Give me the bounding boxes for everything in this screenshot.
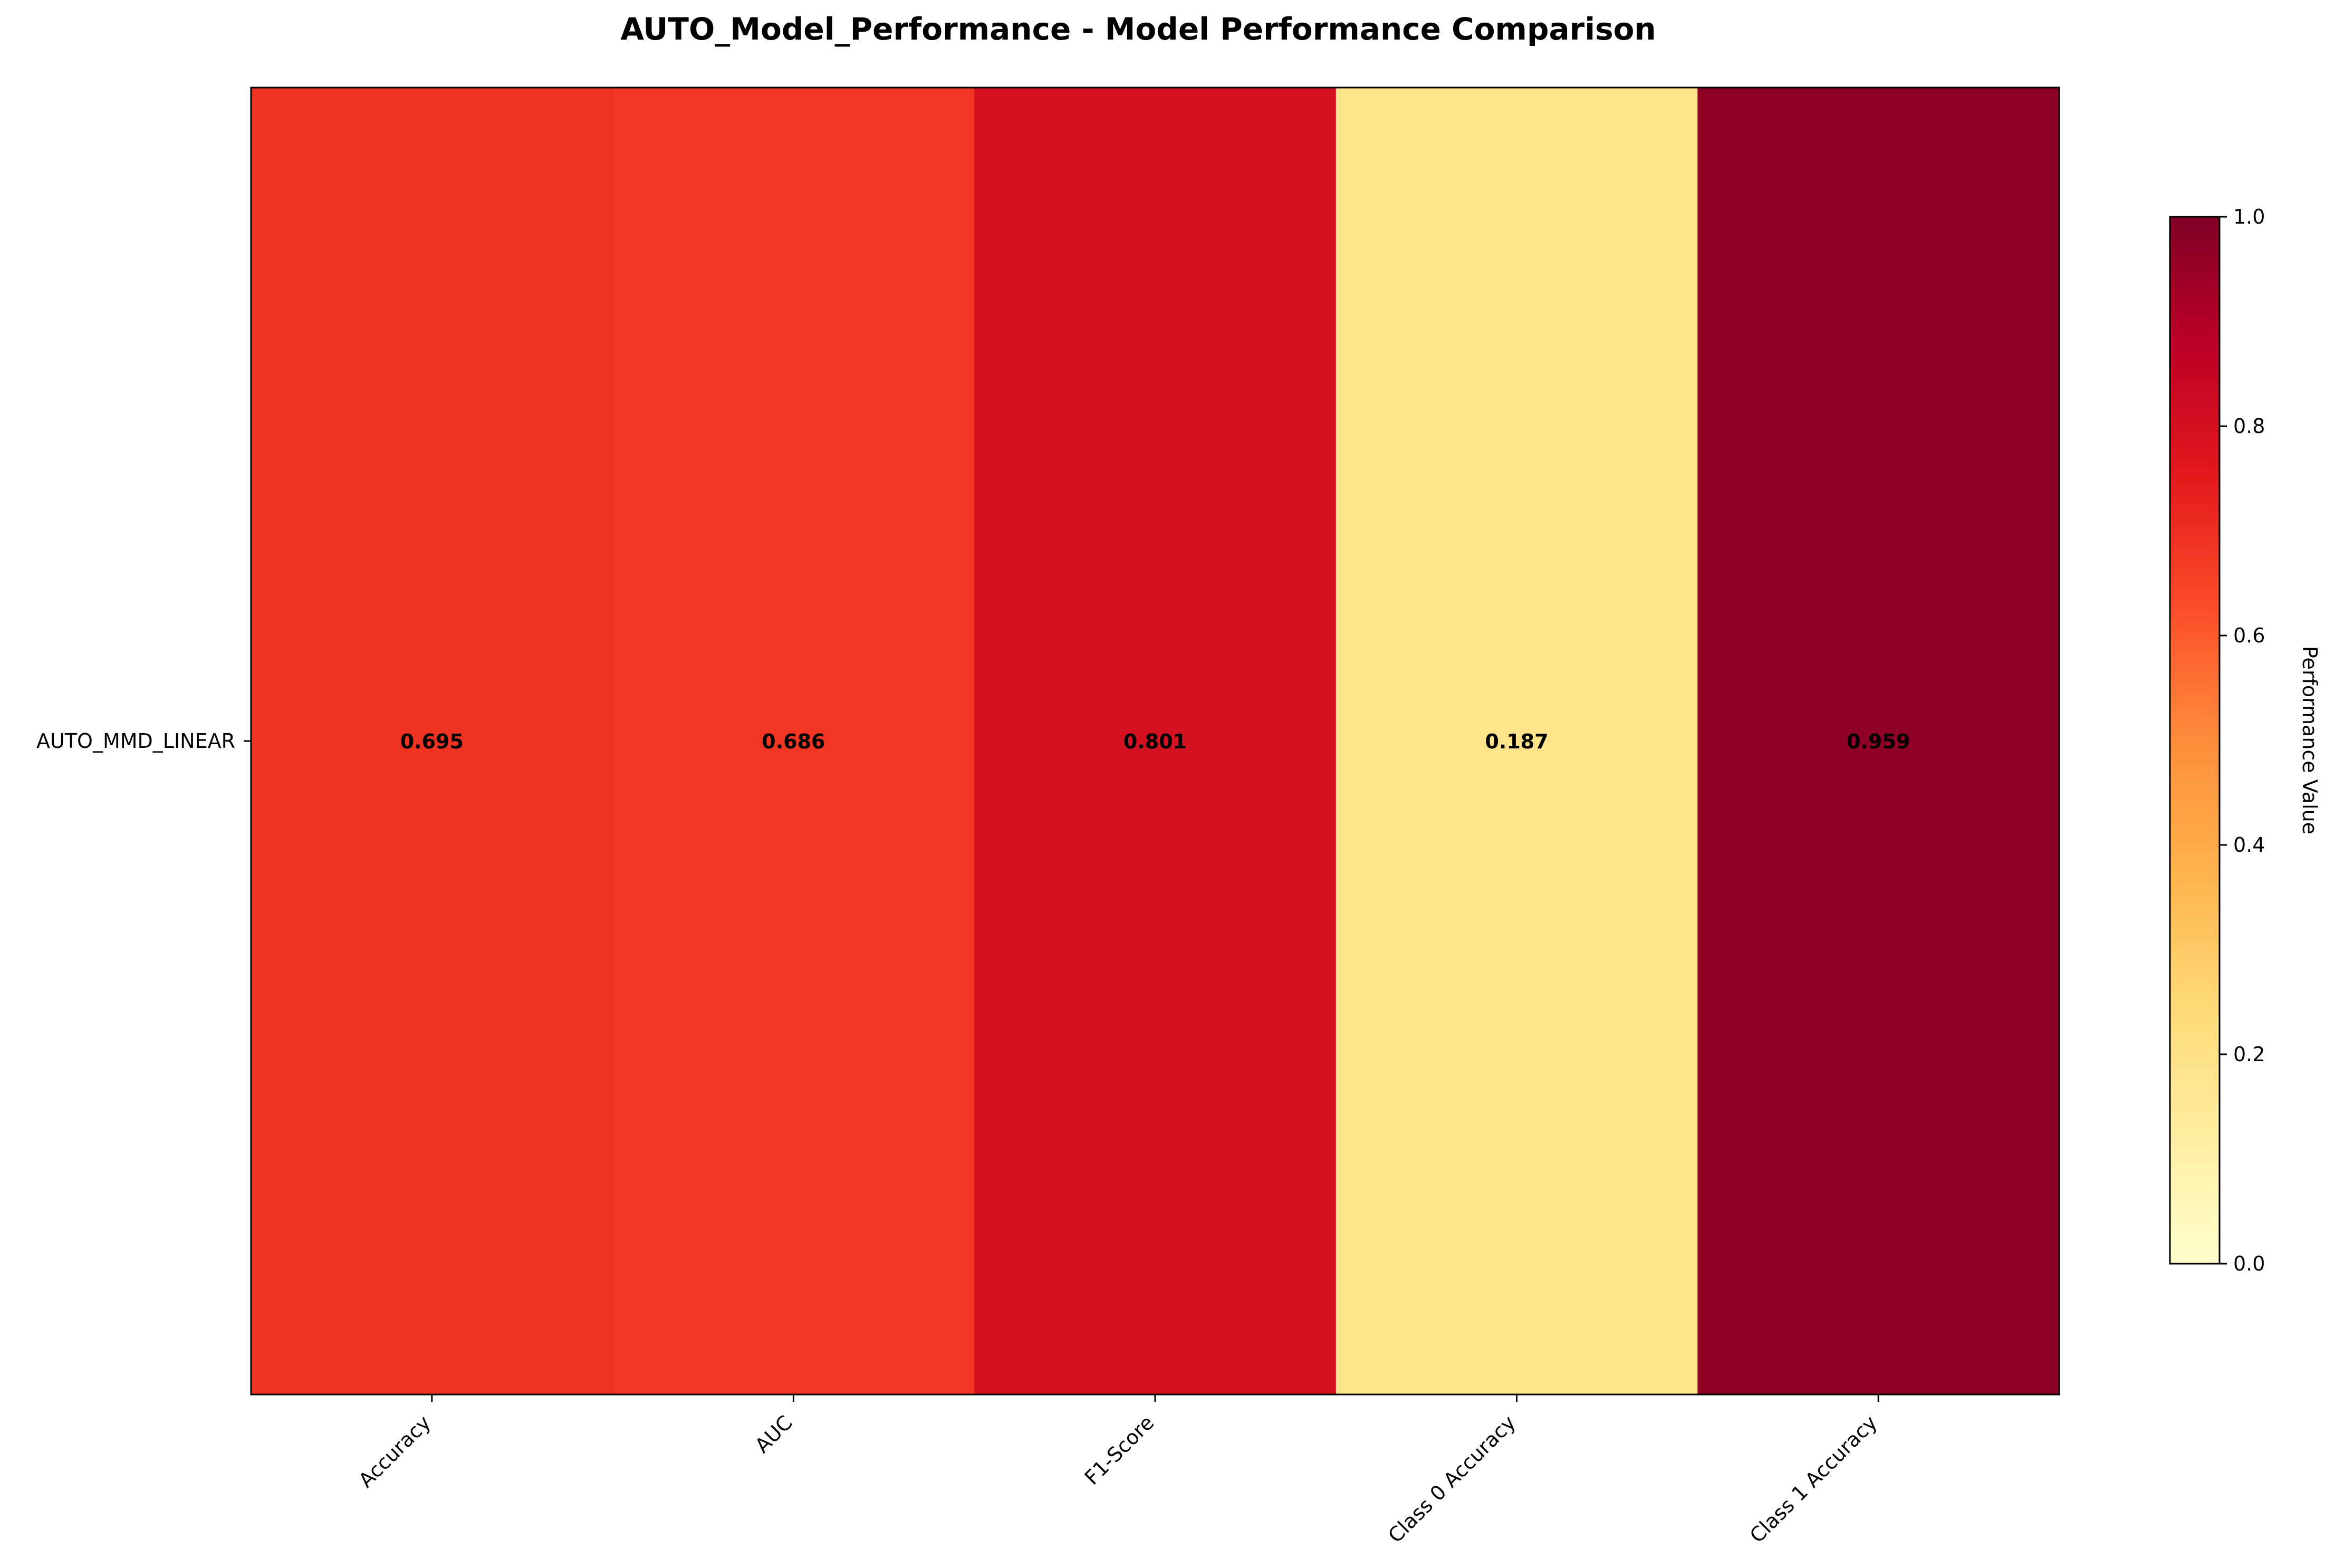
row-tick-label: AUTO_MMD_LINEAR [36,729,235,753]
cell-value-label: 0.686 [762,730,825,753]
cell-f1-score [974,88,1337,1394]
cell-accuracy [251,88,613,1394]
colorbar-tick-label: 0.8 [2233,415,2265,438]
colorbar-tick-label: 1.0 [2233,205,2265,228]
cell-class-1-accuracy [1697,88,2060,1394]
chart-title: AUTO_Model_Performance - Model Performan… [620,11,1656,47]
colorbar-scale [2169,216,2221,1265]
cell-auc [612,88,975,1394]
column-tick-label: F1-Score [1080,1411,1159,1489]
colorbar-tick-label: 0.4 [2233,833,2265,857]
column-tick-label: Class 0 Accuracy [1384,1411,1520,1547]
column-tick-label: Class 1 Accuracy [1745,1411,1882,1547]
column-tick-label: Accuracy [354,1411,435,1492]
cell-value-label: 0.801 [1123,730,1187,753]
colorbar: 0.0 0.2 0.4 0.6 0.8 1.0 Performance Value [2169,205,2321,1275]
colorbar-ticks: 0.0 0.2 0.4 0.6 0.8 1.0 [2220,205,2265,1275]
row-axis: AUTO_MMD_LINEAR [36,729,251,753]
cell-value-labels: 0.695 0.686 0.801 0.187 0.959 [400,730,1910,753]
heatmap-cells [251,88,2060,1394]
colorbar-tick-label: 0.0 [2233,1252,2265,1275]
cell-value-label: 0.695 [400,730,464,753]
colorbar-tick-label: 0.2 [2233,1043,2265,1066]
column-axis: Accuracy AUC F1-Score Class 0 Accuracy Class… [354,1394,1882,1547]
colorbar-label: Performance Value [2298,646,2321,834]
cell-value-label: 0.187 [1485,730,1548,753]
cell-class-0-accuracy [1336,88,1698,1394]
column-tick-label: AUC [751,1411,797,1457]
colorbar-tick-label: 0.6 [2233,624,2265,647]
cell-value-label: 0.959 [1847,730,1910,753]
